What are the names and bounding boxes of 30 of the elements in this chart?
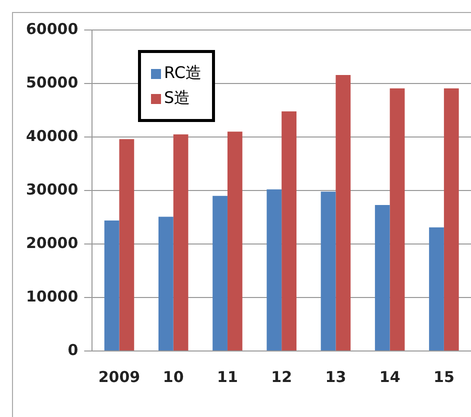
y-tick-label: 40000 bbox=[26, 126, 78, 145]
y-tick-label: 60000 bbox=[26, 20, 78, 38]
legend-label: S造 bbox=[164, 88, 190, 109]
bar bbox=[429, 227, 444, 350]
y-tick-label: 20000 bbox=[26, 234, 78, 252]
bar bbox=[119, 139, 134, 350]
x-tick-label: 2009 bbox=[98, 368, 140, 386]
x-tick-label: 10 bbox=[162, 368, 184, 386]
bar bbox=[104, 220, 120, 350]
bar bbox=[282, 111, 296, 350]
bar bbox=[266, 189, 282, 350]
bar bbox=[390, 88, 405, 350]
bar bbox=[227, 132, 242, 350]
bar bbox=[320, 192, 336, 350]
bar bbox=[212, 196, 228, 350]
bar bbox=[173, 134, 188, 350]
x-tick-label: 14 bbox=[379, 368, 400, 386]
y-tick-label: 50000 bbox=[26, 73, 78, 92]
bar bbox=[374, 204, 390, 350]
bar bbox=[336, 74, 351, 350]
y-tick-label: 0 bbox=[68, 340, 78, 359]
bar bbox=[444, 88, 459, 350]
bar bbox=[158, 216, 174, 350]
y-tick-label: 10000 bbox=[26, 287, 78, 306]
legend-label: RC造 bbox=[164, 63, 202, 84]
x-tick-label: 13 bbox=[325, 368, 346, 386]
x-tick-label: 12 bbox=[271, 368, 292, 386]
x-tick-label: 15 bbox=[434, 368, 454, 386]
y-tick-label: 30000 bbox=[26, 180, 78, 198]
x-tick-label: 11 bbox=[217, 368, 238, 386]
